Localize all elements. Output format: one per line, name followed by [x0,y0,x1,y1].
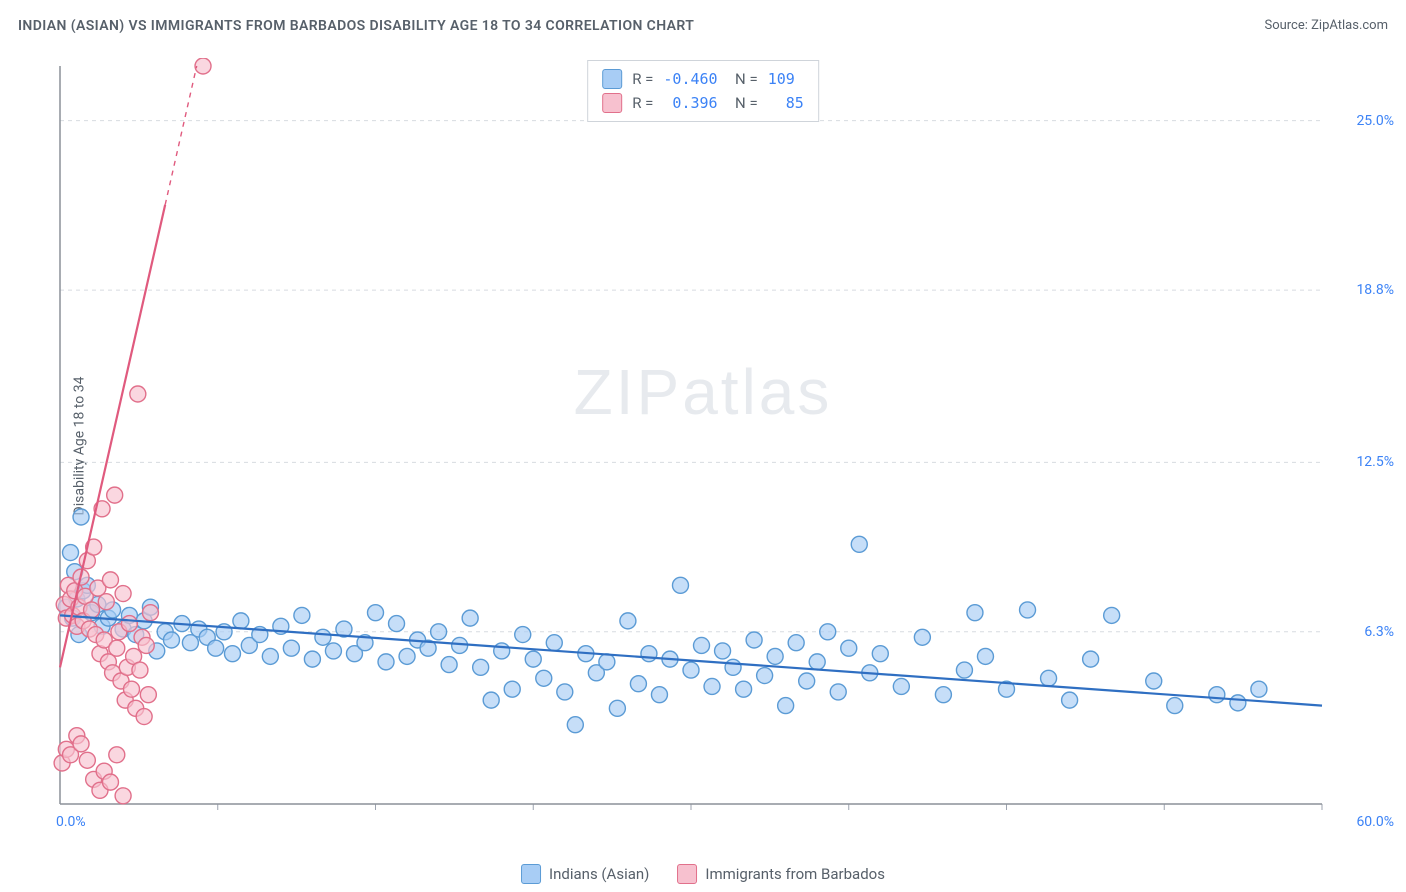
swatch-icon [521,864,541,884]
source-label: Source: ZipAtlas.com [1264,18,1388,33]
x-tick-label: 0.0% [56,814,86,830]
legend-series-label: Immigrants from Barbados [705,865,885,883]
source-value: ZipAtlas.com [1311,18,1388,33]
y-tick-label: 25.0% [1356,113,1394,129]
legend-item: Immigrants from Barbados [677,864,885,884]
legend-r-label: R = [632,94,653,112]
legend-r-label: R = [632,70,653,88]
chart-svg [52,58,1382,838]
legend-n-value: 109 [768,70,795,88]
plot-area [52,58,1382,838]
legend-n-label: N = [728,70,758,88]
legend-row: R = 0.396 N = 85 [602,91,804,115]
y-tick-label: 6.3% [1364,624,1394,640]
legend-series: Indians (Asian) Immigrants from Barbados [521,864,885,884]
legend-correlation: R = -0.460 N = 109 R = 0.396 N = 85 [587,60,819,122]
legend-series-label: Indians (Asian) [549,865,649,883]
swatch-icon [602,69,622,89]
y-tick-label: 18.8% [1356,282,1394,298]
legend-n-value: 85 [768,94,804,112]
chart-title: INDIAN (ASIAN) VS IMMIGRANTS FROM BARBAD… [18,18,694,34]
legend-r-value: 0.396 [663,94,717,112]
swatch-icon [602,93,622,113]
legend-row: R = -0.460 N = 109 [602,67,804,91]
y-tick-label: 12.5% [1356,454,1394,470]
x-tick-label: 60.0% [1356,814,1394,830]
legend-r-value: -0.460 [663,70,717,88]
source-prefix: Source: [1264,18,1311,33]
legend-item: Indians (Asian) [521,864,649,884]
swatch-icon [677,864,697,884]
legend-n-label: N = [728,94,758,112]
